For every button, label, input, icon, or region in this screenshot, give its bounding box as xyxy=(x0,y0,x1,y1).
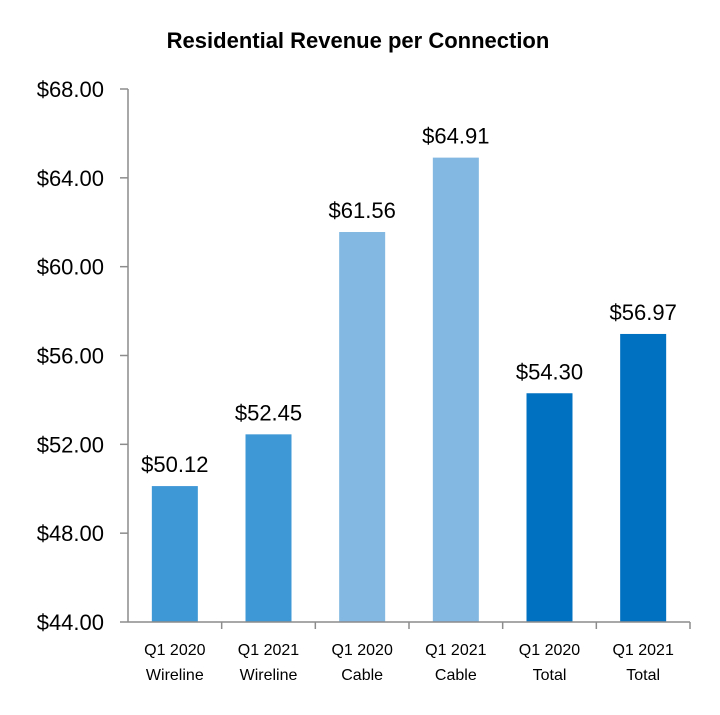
x-axis: Q1 2020 Wireline Q1 2021 Wireline Q1 2020 Cab… xyxy=(128,621,691,684)
y-tick-label: $48.00 xyxy=(37,521,104,546)
y-axis: $44.00 $48.00 $52.00 $56.00 $60.00 $64.00 $68.… xyxy=(37,77,129,635)
bar xyxy=(151,486,198,622)
bar xyxy=(432,157,479,622)
x-tick-label-line2: Wireline xyxy=(240,667,298,684)
y-tick-label: $60.00 xyxy=(37,255,104,280)
x-tick-label-line2: Cable xyxy=(435,667,477,684)
chart-title: Residential Revenue per Connection xyxy=(167,28,550,53)
y-tick-label: $52.00 xyxy=(37,432,104,457)
x-tick-label-line1: Q1 2021 xyxy=(612,642,673,659)
bar xyxy=(245,434,292,622)
y-tick-label: $44.00 xyxy=(37,610,104,635)
x-tick-label-line2: Cable xyxy=(341,667,383,684)
x-tick-label-line1: Q1 2020 xyxy=(331,642,392,659)
x-tick-label-line2: Wireline xyxy=(146,667,204,684)
x-tick-label-line2: Total xyxy=(626,667,660,684)
data-label: $56.97 xyxy=(610,300,677,325)
y-tick-label: $64.00 xyxy=(37,166,104,191)
data-label: $54.30 xyxy=(516,359,583,384)
data-label: $52.45 xyxy=(235,400,302,425)
x-tick-label-line2: Total xyxy=(533,667,567,684)
x-tick-label-line1: Q1 2021 xyxy=(425,642,486,659)
bar xyxy=(526,393,573,622)
bar xyxy=(339,232,386,622)
data-label: $50.12 xyxy=(141,452,208,477)
y-tick-label: $56.00 xyxy=(37,344,104,369)
data-label: $64.91 xyxy=(422,124,489,149)
bars: $50.12 $52.45 $61.56 $64.91 $54.30 $56.97 xyxy=(141,124,677,622)
bar xyxy=(620,333,667,622)
x-tick-label-line1: Q1 2020 xyxy=(519,642,580,659)
x-tick-label-line1: Q1 2021 xyxy=(238,642,299,659)
y-tick-label: $68.00 xyxy=(37,77,104,102)
data-label: $61.56 xyxy=(329,198,396,223)
x-tick-label-line1: Q1 2020 xyxy=(144,642,205,659)
